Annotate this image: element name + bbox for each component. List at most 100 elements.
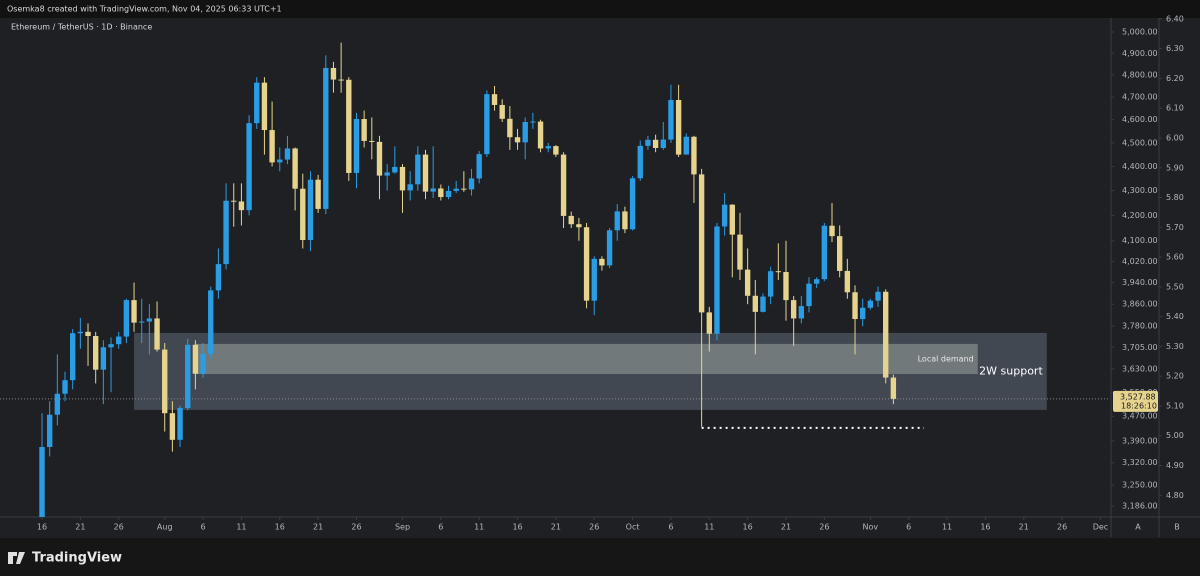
candle-body: [169, 413, 176, 440]
candle-body: [821, 225, 828, 280]
candle: [231, 183, 237, 227]
x-tick-label: 16: [37, 523, 47, 532]
candle: [338, 42, 344, 93]
candle-body: [553, 146, 559, 155]
y2-tick-label: 5.70: [1166, 223, 1184, 232]
candle-body: [606, 230, 613, 266]
candle: [399, 164, 406, 213]
candle-body: [346, 79, 352, 173]
candle: [622, 206, 628, 234]
candle: [760, 293, 766, 313]
y2-tick-label: 4.90: [1166, 461, 1184, 470]
candle-body: [284, 148, 291, 160]
y2-tick-label: 6.20: [1166, 74, 1184, 83]
candle-body: [599, 258, 605, 266]
axis-button[interactable]: A: [1135, 523, 1141, 532]
candle-body: [729, 204, 735, 235]
zone-label: 2W support: [979, 364, 1043, 377]
y2-tick-label: 6.10: [1166, 104, 1184, 113]
candle-body: [783, 271, 789, 301]
candle-body: [476, 154, 482, 179]
axis-button[interactable]: B: [1174, 523, 1180, 532]
y2-tick-label: 5.40: [1166, 312, 1184, 321]
zone-label: Local demand: [918, 354, 974, 363]
candle: [376, 135, 383, 200]
chart-title: Ethereum / TetherUS · 1D · Binance: [11, 23, 152, 32]
logo-text: TradingView: [32, 551, 122, 566]
y-tick-label: 4,900.00: [1122, 49, 1158, 58]
x-tick-label: 16: [512, 523, 522, 532]
candle: [468, 168, 475, 196]
candle-body: [829, 225, 835, 237]
candle: [154, 301, 160, 352]
candle-body: [369, 140, 375, 142]
candle-body: [246, 123, 252, 211]
y2-tick-label: 5.30: [1166, 342, 1184, 351]
candle: [238, 183, 245, 226]
candle: [668, 84, 674, 143]
candle-body: [691, 136, 697, 175]
y2-tick-label: 5.60: [1166, 253, 1184, 262]
candle: [599, 256, 605, 271]
y-tick-label: 4,700.00: [1122, 93, 1158, 102]
candle: [890, 374, 897, 405]
candle-body: [790, 300, 797, 319]
candle: [177, 405, 183, 447]
candle: [484, 90, 490, 157]
candle-body: [323, 67, 329, 209]
candle: [806, 277, 812, 313]
candle: [698, 168, 705, 427]
candle-body: [652, 139, 659, 148]
candle: [767, 266, 774, 305]
candle: [346, 77, 352, 181]
candle: [445, 185, 452, 200]
candle: [323, 55, 329, 215]
candle-body: [62, 380, 68, 394]
y2-tick-label: 5.20: [1166, 372, 1184, 381]
x-tick-label: 21: [75, 523, 85, 532]
candle: [461, 171, 467, 192]
candle: [744, 248, 751, 305]
candle-body: [453, 188, 459, 191]
candle: [415, 146, 421, 191]
candle: [813, 277, 820, 288]
candle-body: [407, 184, 413, 191]
candle-body: [139, 321, 145, 323]
candle-body: [422, 154, 429, 192]
candle: [139, 298, 145, 344]
candle-body: [238, 201, 245, 211]
candle-body: [890, 377, 897, 399]
candle: [691, 135, 697, 203]
candle-body: [392, 166, 398, 173]
candle-body: [162, 349, 168, 414]
candle: [192, 340, 199, 390]
candle-body: [767, 271, 774, 297]
y2-tick-label: 5.90: [1166, 163, 1184, 172]
candle-body: [384, 172, 390, 176]
candle-body: [269, 130, 275, 163]
candle-body: [277, 159, 283, 163]
candle: [476, 151, 482, 184]
candle-body: [622, 211, 628, 230]
candle-body: [775, 271, 782, 273]
candle: [507, 106, 513, 150]
candle-body: [806, 283, 812, 307]
candle-body: [514, 137, 521, 143]
candle-body: [315, 179, 321, 209]
y-tick-label: 3,390.00: [1122, 436, 1158, 445]
candle-body: [85, 331, 91, 337]
x-tick-label: Sep: [395, 523, 410, 532]
candle-body: [376, 141, 383, 176]
y-tick-label: 4,400.00: [1122, 162, 1158, 171]
plot-area: 2W support Local demand: [0, 42, 1110, 517]
candle: [583, 222, 590, 309]
candle: [537, 119, 544, 153]
candle-body: [116, 336, 122, 345]
candle-body: [185, 344, 191, 409]
candle-body: [836, 236, 843, 271]
candle: [162, 343, 168, 432]
candle: [93, 331, 99, 384]
logo-icon: [8, 552, 25, 564]
